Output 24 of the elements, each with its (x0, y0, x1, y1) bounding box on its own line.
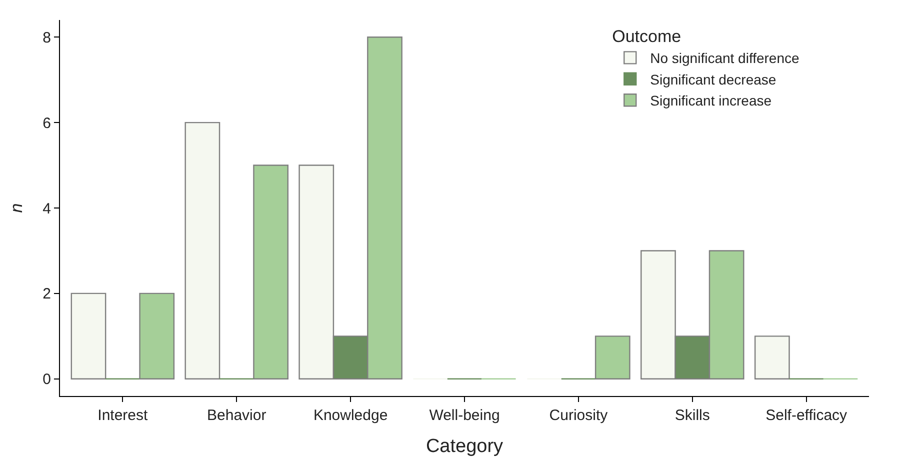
x-tick-label: Curiosity (549, 407, 608, 424)
bar (139, 292, 175, 380)
bar (70, 292, 106, 380)
x-tick-label: Self-efficacy (766, 407, 848, 424)
bar (253, 164, 288, 380)
x-tick-label: Well-being (429, 407, 500, 424)
y-tick-label: 6 (42, 114, 51, 132)
bar (184, 122, 220, 380)
x-axis-title: Category (426, 436, 504, 457)
y-tick-label: 2 (42, 286, 51, 303)
y-axis-title: n (7, 203, 26, 213)
y-tick-label: 4 (42, 200, 51, 218)
legend-label: Significant decrease (650, 71, 776, 88)
x-tick-label: Interest (98, 407, 149, 424)
legend-label: Significant increase (650, 92, 772, 109)
legend-title: Outcome (612, 27, 682, 46)
bar (754, 336, 790, 380)
x-tick-label: Skills (674, 407, 710, 424)
legend-label: No significant difference (650, 50, 800, 66)
bar (594, 336, 630, 380)
x-tick-label: Behavior (207, 407, 266, 424)
y-tick-label: 8 (42, 29, 51, 46)
x-tick-label: Knowledge (313, 407, 388, 424)
y-tick-label: 0 (42, 371, 51, 388)
